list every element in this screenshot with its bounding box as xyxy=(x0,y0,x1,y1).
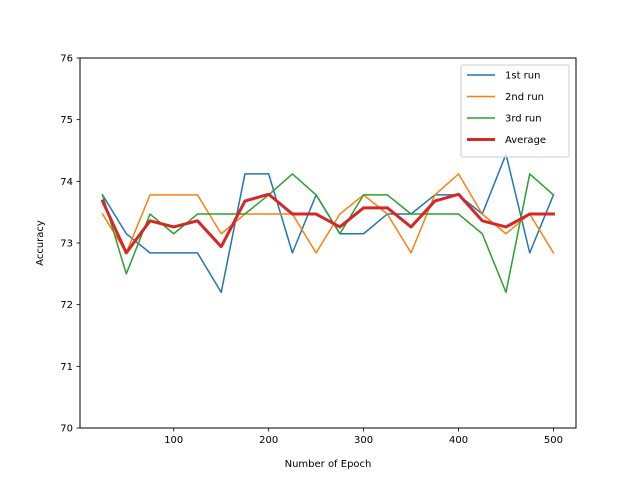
y-tick-label: 73 xyxy=(60,239,73,250)
legend-label-3: 3rd run xyxy=(505,114,542,125)
x-tick-label: 200 xyxy=(259,435,278,446)
y-tick-label: 75 xyxy=(60,115,73,126)
y-axis-ticks: 70 71 72 73 74 75 76 xyxy=(60,54,80,435)
plot-lines xyxy=(100,153,555,294)
x-axis-ticks: 100 200 300 400 500 xyxy=(164,428,563,446)
series-line-4 xyxy=(100,192,555,255)
legend-box xyxy=(460,64,570,158)
series-line-3 xyxy=(101,173,555,294)
y-axis-label: Accuracy xyxy=(35,220,46,266)
x-tick-label: 300 xyxy=(354,435,373,446)
y-tick-label: 70 xyxy=(60,424,73,435)
x-axis-label: Number of Epoch xyxy=(285,459,372,470)
x-tick-label: 500 xyxy=(544,435,563,446)
legend-label-4: Average xyxy=(505,135,546,146)
x-tick-label: 100 xyxy=(164,435,183,446)
x-tick-label: 400 xyxy=(449,435,468,446)
series-line-2 xyxy=(101,173,555,254)
legend-label-1: 1st run xyxy=(505,71,540,82)
y-tick-label: 72 xyxy=(60,300,73,311)
y-tick-label: 76 xyxy=(60,54,73,65)
y-tick-label: 71 xyxy=(60,362,73,373)
y-tick-label: 74 xyxy=(60,177,73,188)
legend: 1st run 2nd run 3rd run Average xyxy=(460,64,570,158)
legend-label-2: 2nd run xyxy=(505,92,544,103)
